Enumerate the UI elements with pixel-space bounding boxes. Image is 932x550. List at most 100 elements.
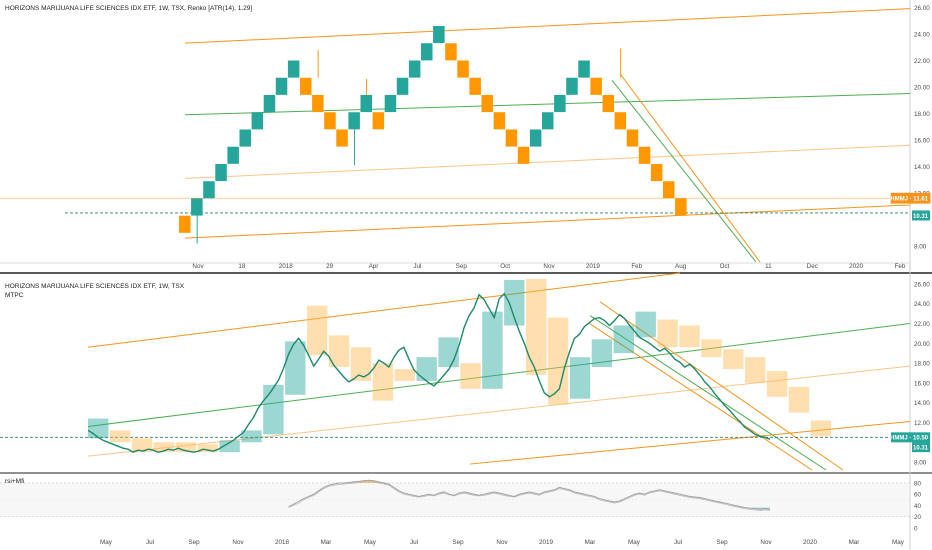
box-down (460, 363, 481, 389)
pane1-x-tick-label: Apr (369, 263, 379, 270)
renko-brick-up (263, 94, 276, 113)
renko-brick-down (590, 77, 602, 95)
price-badge-current: HMMJ · 10.50 (890, 436, 929, 442)
pane1-x-tick-label: 11 (765, 263, 772, 270)
pane1-y-tick-label: 14.00 (914, 164, 930, 171)
box-up (219, 440, 240, 453)
renko-brick-down (602, 94, 614, 113)
pane3-y-tick-label: 60 (914, 492, 922, 499)
pane1-x-tick-label: Feb (631, 263, 642, 270)
pane1-x-tick-label: 2018 (279, 263, 294, 270)
pane3-title: rsi+Mfi (5, 478, 24, 485)
box-down (153, 442, 175, 453)
box-up (263, 384, 284, 435)
renko-brick-up (215, 163, 227, 182)
trendline (87, 323, 911, 427)
box-down (810, 420, 832, 437)
renko-brick-down (505, 129, 518, 147)
pane2-y-tick-label: 20.00 (914, 341, 930, 348)
renko-brick-up (360, 94, 372, 113)
box-up (591, 339, 613, 368)
box-down (657, 319, 678, 348)
rsi-line (288, 479, 771, 510)
pane1-y-tick-label: 24.00 (914, 31, 930, 38)
pane1-x-tick-label: Oct (720, 263, 730, 270)
mfi-line (288, 480, 771, 511)
box-down (766, 371, 788, 397)
price-badge-close-bg (912, 442, 930, 453)
pane3-x-tick-label: Nov (496, 539, 508, 546)
renko-brick-down (481, 94, 493, 113)
pane3-x-tick-label: Nov (760, 539, 772, 546)
renko-brick-down (300, 77, 312, 95)
price-badge-close-bg (912, 210, 930, 221)
box-down (788, 386, 810, 413)
renko-brick-up (554, 94, 566, 113)
renko-brick-up (566, 77, 578, 95)
box-down (109, 430, 131, 443)
pane1-y-tick-label: 8.00 (914, 244, 927, 251)
trendline (599, 301, 844, 471)
price-line (87, 292, 771, 453)
pane1-y-tick-label: 22.00 (914, 58, 930, 65)
renko-brick-up (578, 60, 590, 78)
box-down (394, 369, 415, 381)
pane2-y-tick-label: 16.00 (914, 380, 930, 387)
trendline (184, 204, 911, 239)
box-down (745, 357, 766, 383)
renko-brick-up (408, 60, 421, 78)
pane3-x-tick-label: 2019 (539, 539, 554, 546)
renko-brick-down (469, 77, 481, 95)
pane1-x-tick-label: 18 (238, 263, 246, 270)
price-badge-current-bg (890, 192, 931, 204)
box-down (197, 444, 218, 453)
pane1-y-tick-label: 18.00 (914, 111, 930, 118)
trendline (587, 322, 813, 471)
renko-brick-down (626, 129, 639, 147)
renko-brick-down (372, 112, 385, 130)
price-badge-close: 10.31 (913, 446, 929, 452)
rsi-band-fill (0, 482, 910, 517)
box-up (416, 357, 437, 381)
pane1-x-tick-label: 2020 (849, 263, 864, 270)
mark-layer (87, 26, 832, 511)
pane2-y-tick-label: 8.00 (914, 460, 927, 467)
renko-brick-up (433, 26, 445, 44)
pane1-x-tick-label: 29 (326, 263, 334, 270)
pane2-indicator-label: MTPC (5, 292, 24, 299)
trendline (469, 421, 911, 465)
renko-brick-up (384, 94, 397, 113)
price-badge-close: 10.31 (913, 214, 929, 220)
pane1-x-tick-label: Nov (543, 263, 555, 270)
box-up (438, 337, 459, 368)
box-down (723, 349, 744, 370)
pane1-x-tick-label: Feb (895, 263, 906, 270)
trendline (611, 79, 757, 263)
renko-brick-up (348, 112, 360, 130)
trendline (184, 93, 911, 116)
pane3-x-tick-label: Mar (849, 539, 860, 546)
renko-brick-down (179, 215, 191, 233)
pane2-y-tick-label: 18.00 (914, 361, 930, 368)
trendline (619, 73, 761, 263)
box-up (285, 341, 306, 395)
pane2-y-tick-label: 14.00 (914, 400, 930, 407)
renko-brick-down (650, 163, 663, 182)
pane3-x-tick-label: 2018 (275, 539, 290, 546)
pane2-title: HORIZONS MARIJUANA LIFE SCIENCES IDX ETF… (5, 283, 185, 290)
pane1-x-tick-label: 2019 (586, 263, 601, 270)
renko-brick-up (191, 198, 203, 216)
renko-brick-down (614, 112, 627, 130)
pane1-x-tick-label: Aug (675, 263, 687, 270)
renko-brick-up (203, 181, 215, 199)
renko-brick-down (675, 198, 687, 216)
renko-brick-up (239, 129, 251, 147)
trendline (184, 144, 911, 179)
pane3-y-tick-label: 0 (914, 525, 918, 532)
pane3-x-tick-label: Sep (188, 539, 200, 546)
box-up (569, 357, 591, 399)
pane3-x-tick-label: 2020 (803, 539, 818, 546)
box-up (241, 430, 262, 443)
